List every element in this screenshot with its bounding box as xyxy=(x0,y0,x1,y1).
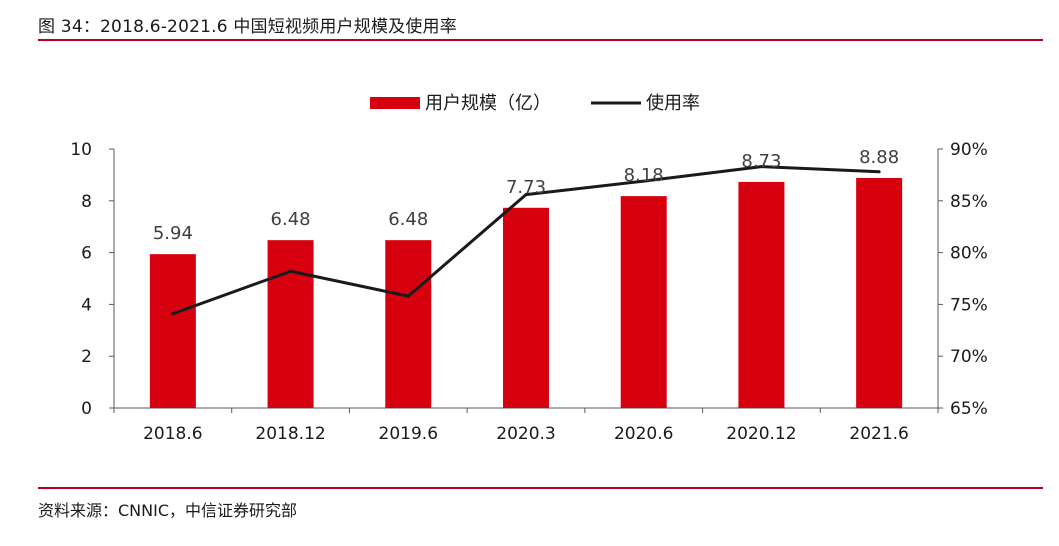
bar-series xyxy=(149,178,903,408)
x-tick-label: 2018.12 xyxy=(255,424,325,444)
usage-rate-point xyxy=(642,179,646,183)
y-left-tick-label: 8 xyxy=(81,192,92,212)
bar xyxy=(620,196,667,408)
y-right-tick-label: 70% xyxy=(950,347,988,367)
bar-data-label: 8.18 xyxy=(624,165,664,186)
bar-data-label: 5.94 xyxy=(153,223,193,244)
usage-rate-point xyxy=(406,294,410,298)
bar-data-label: 8.88 xyxy=(859,147,899,168)
y-right-tick-label: 80% xyxy=(950,244,988,264)
figure-title: 图 34：2018.6-2021.6 中国短视频用户规模及使用率 xyxy=(38,17,457,37)
bar-data-label: 6.48 xyxy=(388,209,428,230)
source-rule xyxy=(38,487,1043,489)
legend-swatch-bar xyxy=(370,97,420,109)
usage-rate-point xyxy=(524,193,528,197)
bar-data-label: 6.48 xyxy=(271,209,311,230)
title-rule xyxy=(38,39,1043,41)
y-right-tick-label: 85% xyxy=(950,192,988,212)
usage-rate-point xyxy=(171,312,175,316)
line-series xyxy=(171,165,881,316)
y-right-tick-label: 65% xyxy=(950,399,988,419)
y-left-tick-label: 2 xyxy=(81,347,92,367)
y-right-tick-label: 90% xyxy=(950,140,988,160)
usage-rate-point xyxy=(289,269,293,273)
bar xyxy=(267,240,314,408)
x-tick-label: 2020.12 xyxy=(726,424,796,444)
bar xyxy=(385,240,432,408)
source-note: 资料来源：CNNIC，中信证券研究部 xyxy=(38,501,298,520)
bar-data-label: 7.73 xyxy=(506,177,546,198)
y-left-tick-label: 6 xyxy=(81,244,92,264)
x-tick-label: 2020.6 xyxy=(614,424,673,444)
bar xyxy=(738,181,785,408)
data-labels: 5.94 6.48 6.48 7.73 8.18 8.73 8.88 xyxy=(153,147,899,244)
bar xyxy=(856,178,903,408)
legend: 用户规模（亿） 使用率 xyxy=(370,93,700,114)
bar xyxy=(149,254,196,408)
bar xyxy=(503,207,549,408)
y-left-tick-label: 0 xyxy=(81,399,92,419)
legend-label-line: 使用率 xyxy=(646,93,700,114)
usage-rate-point xyxy=(877,170,881,174)
legend-label-bar: 用户规模（亿） xyxy=(425,93,551,114)
y-left-tick-label: 10 xyxy=(70,140,92,160)
y-left-tick-label: 4 xyxy=(81,295,92,315)
x-tick-label: 2020.3 xyxy=(496,424,555,444)
x-tick-label: 2019.6 xyxy=(379,424,438,444)
usage-rate-point xyxy=(759,165,763,169)
axes: 0 2 4 6 8 10 65% 70% 75% 80% 85% 90% 2018.6 2018.12 20… xyxy=(70,140,987,444)
x-tick-label: 2021.6 xyxy=(849,424,908,444)
y-right-tick-label: 75% xyxy=(950,295,988,315)
bar-data-label: 8.73 xyxy=(741,151,781,172)
x-tick-label: 2018.6 xyxy=(143,424,202,444)
